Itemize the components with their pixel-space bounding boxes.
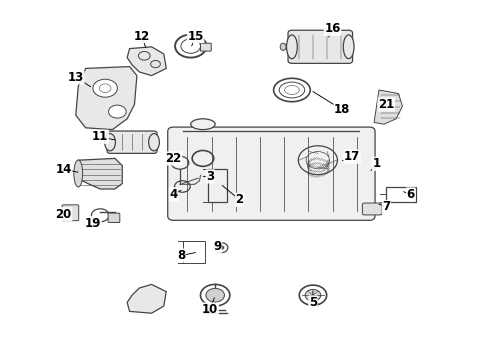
Polygon shape xyxy=(76,67,137,130)
Text: 16: 16 xyxy=(324,22,340,35)
Text: 20: 20 xyxy=(55,208,72,221)
FancyBboxPatch shape xyxy=(287,30,352,63)
Polygon shape xyxy=(76,158,122,189)
Bar xyxy=(207,169,227,202)
FancyBboxPatch shape xyxy=(362,203,381,215)
Ellipse shape xyxy=(190,119,215,130)
Ellipse shape xyxy=(280,43,285,50)
FancyBboxPatch shape xyxy=(62,205,79,221)
Polygon shape xyxy=(373,90,402,124)
Text: 21: 21 xyxy=(377,98,394,111)
FancyBboxPatch shape xyxy=(108,213,120,222)
Ellipse shape xyxy=(74,160,82,187)
FancyBboxPatch shape xyxy=(200,43,211,51)
Bar xyxy=(386,187,415,202)
Text: 6: 6 xyxy=(406,188,414,201)
FancyBboxPatch shape xyxy=(107,131,157,153)
Ellipse shape xyxy=(148,134,159,151)
Text: 15: 15 xyxy=(187,30,203,42)
Text: 2: 2 xyxy=(235,193,243,206)
Text: 5: 5 xyxy=(308,296,316,309)
Circle shape xyxy=(108,105,126,118)
Text: 3: 3 xyxy=(206,170,214,183)
Text: 7: 7 xyxy=(382,201,389,213)
Text: 13: 13 xyxy=(67,71,84,84)
Text: 11: 11 xyxy=(92,130,108,143)
Text: 8: 8 xyxy=(177,249,184,262)
Ellipse shape xyxy=(343,35,353,59)
Ellipse shape xyxy=(286,35,297,59)
Text: 22: 22 xyxy=(165,152,182,165)
FancyBboxPatch shape xyxy=(167,127,374,220)
Text: 12: 12 xyxy=(133,30,150,42)
Text: 19: 19 xyxy=(84,217,101,230)
Text: 10: 10 xyxy=(202,303,218,316)
Text: 9: 9 xyxy=(213,240,221,253)
Ellipse shape xyxy=(104,134,115,151)
Text: 14: 14 xyxy=(55,163,72,176)
Circle shape xyxy=(218,246,224,250)
Circle shape xyxy=(93,79,117,97)
Bar xyxy=(183,241,205,263)
Text: 1: 1 xyxy=(372,157,380,170)
Circle shape xyxy=(205,288,224,302)
Circle shape xyxy=(305,289,320,301)
Polygon shape xyxy=(127,284,166,313)
Polygon shape xyxy=(127,47,166,76)
Text: 17: 17 xyxy=(343,150,360,163)
Text: 4: 4 xyxy=(169,188,177,201)
Text: 18: 18 xyxy=(333,103,350,116)
